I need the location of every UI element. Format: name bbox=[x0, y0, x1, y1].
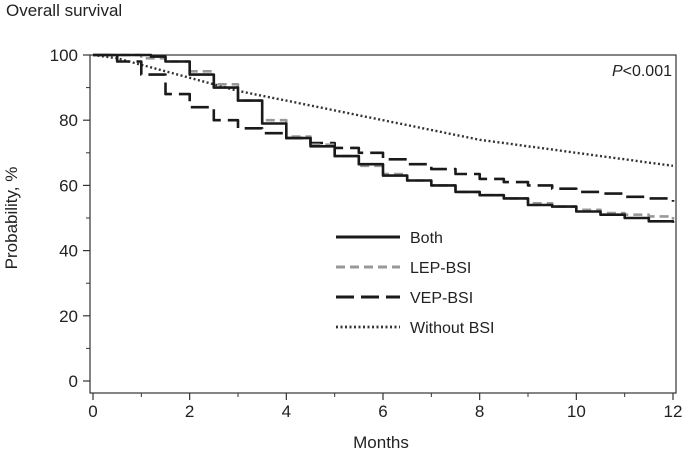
legend-label: VEP-BSI bbox=[410, 290, 473, 307]
series-layer bbox=[92, 53, 675, 223]
series-line-both bbox=[93, 53, 675, 223]
x-tick-label: 6 bbox=[378, 402, 387, 421]
y-tick-label: 0 bbox=[69, 372, 78, 391]
chart-title: Overall survival bbox=[6, 1, 122, 20]
legend-label: Without BSI bbox=[410, 320, 494, 337]
y-axis: 0 20 40 60 80 100 bbox=[50, 46, 90, 391]
series-line-vep-bsi bbox=[93, 53, 675, 202]
legend: Both LEP-BSI VEP-BSI Without BSI bbox=[336, 230, 494, 337]
p-value-text: <0.001 bbox=[623, 63, 672, 80]
x-tick-label: 12 bbox=[664, 402, 683, 421]
x-axis-title: Months bbox=[353, 433, 409, 452]
x-tick-label: 10 bbox=[567, 402, 586, 421]
plot-area bbox=[89, 54, 677, 394]
y-tick-label: 100 bbox=[50, 46, 78, 65]
series-line-without-bsi bbox=[92, 53, 674, 167]
x-tick-label: 0 bbox=[88, 402, 97, 421]
x-axis: 0 2 4 6 8 10 12 bbox=[88, 393, 682, 421]
p-value-annotation: P<0.001 bbox=[612, 63, 672, 80]
p-value-symbol: P bbox=[612, 63, 623, 80]
plot-border bbox=[89, 54, 677, 394]
legend-label: Both bbox=[410, 230, 443, 247]
y-axis-title: Probability, % bbox=[2, 167, 21, 270]
series-line-lep-bsi bbox=[93, 53, 675, 220]
x-tick-label: 4 bbox=[282, 402, 291, 421]
y-tick-label: 20 bbox=[59, 307, 78, 326]
legend-label: LEP-BSI bbox=[410, 260, 471, 277]
y-tick-label: 40 bbox=[59, 242, 78, 261]
x-tick-label: 8 bbox=[475, 402, 484, 421]
x-tick-label: 2 bbox=[185, 402, 194, 421]
y-tick-label: 80 bbox=[59, 111, 78, 130]
y-tick-label: 60 bbox=[59, 176, 78, 195]
